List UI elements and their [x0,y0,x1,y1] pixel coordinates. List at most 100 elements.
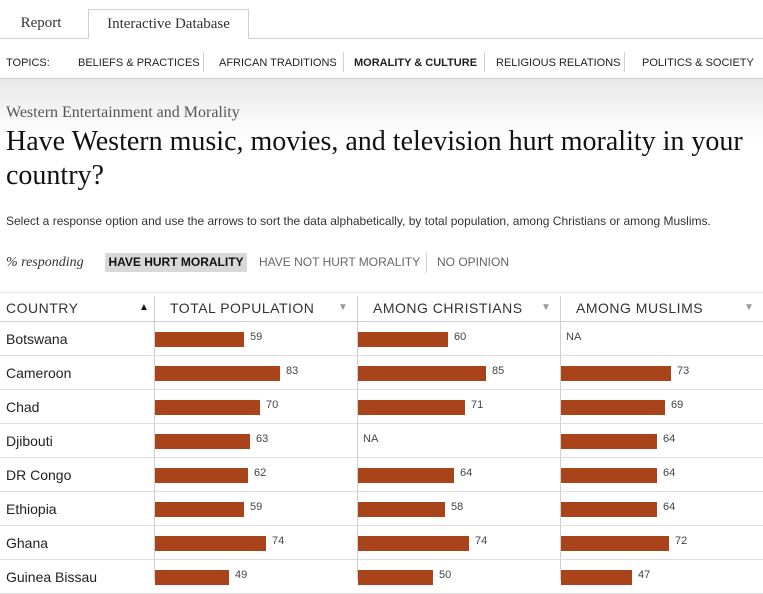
table-header-border [0,321,763,322]
option-have-not-hurt-morality[interactable]: HAVE NOT HURT MORALITY [259,255,421,269]
country-name: DR Congo [6,467,72,483]
topic-beliefs-practices[interactable]: BELIEFS & PRACTICES [78,57,200,69]
row-divider [0,525,763,526]
christians-value: 71 [471,399,484,411]
country-name: Botswana [6,331,68,347]
total-population-value: 49 [235,569,248,581]
table-row: Guinea Bissau 49 50 47 [0,560,763,594]
christians-value: 85 [492,365,505,377]
table-row: Chad 70 71 69 [0,390,763,424]
topics-bar: TOPICS: BELIEFS & PRACTICES AFRICAN TRAD… [0,48,763,79]
total-population-value: 63 [256,433,269,445]
topic-divider [484,52,485,72]
muslims-value: 64 [663,433,676,445]
muslims-value: 72 [675,535,688,547]
total-population-bar [155,468,248,483]
total-population-value: 62 [254,467,267,479]
column-header-country[interactable]: COUNTRY [6,300,79,316]
muslims-bar [561,502,657,517]
header-background [0,79,763,139]
table-row: DR Congo 62 64 64 [0,458,763,492]
total-population-value: 83 [286,365,299,377]
table-row: Cameroon 83 85 73 [0,356,763,390]
na-value: NA [363,433,379,445]
sort-arrow-down-icon[interactable]: ▼ [541,302,551,313]
christians-bar [358,400,465,415]
responding-label: % responding [6,255,84,270]
country-name: Guinea Bissau [6,569,98,585]
column-divider [357,296,358,580]
tab-report[interactable]: Report [20,15,62,31]
topics-label: TOPICS: [6,57,50,69]
total-population-bar [155,570,229,585]
topic-divider [624,52,625,72]
christians-value: 74 [475,535,488,547]
table-row: Ethiopia 59 58 64 [0,492,763,526]
muslims-value: 64 [663,467,676,479]
muslims-bar [561,434,657,449]
christians-value: 60 [454,331,467,343]
option-have-hurt-morality[interactable]: HAVE HURT MORALITY [105,253,247,272]
muslims-bar [561,570,632,585]
total-population-bar [155,400,260,415]
sort-arrow-down-icon[interactable]: ▼ [338,302,348,313]
table-row: Ghana 74 74 72 [0,526,763,560]
country-name: Chad [6,399,40,415]
table-row: Djibouti 63 NA 64 [0,424,763,458]
column-header-total-population[interactable]: TOTAL POPULATION [170,300,315,316]
topic-divider [343,52,344,72]
topic-politics-society[interactable]: POLITICS & SOCIETY [642,57,754,69]
sort-arrow-down-icon[interactable]: ▼ [744,302,754,313]
total-population-bar [155,366,280,381]
row-divider [0,491,763,492]
christians-bar [358,502,445,517]
column-header-among-christians[interactable]: AMONG CHRISTIANS [373,300,523,316]
muslims-value: 64 [663,501,676,513]
country-name: Ghana [6,535,49,551]
christians-bar [358,366,486,381]
topic-religious-relations[interactable]: RELIGIOUS RELATIONS [496,57,621,69]
tab-interactive-database[interactable]: Interactive Database [88,9,249,39]
christians-bar [358,468,454,483]
country-name: Cameroon [6,365,72,381]
christians-bar [358,332,448,347]
table-top-border [0,292,763,293]
option-no-opinion[interactable]: NO OPINION [437,255,510,269]
total-population-value: 59 [250,331,263,343]
row-divider [0,423,763,424]
total-population-value: 59 [250,501,263,513]
column-header-among-muslims[interactable]: AMONG MUSLIMS [576,300,704,316]
total-population-value: 70 [266,399,279,411]
muslims-bar [561,468,657,483]
row-divider [0,559,763,560]
muslims-value: 69 [671,399,684,411]
christians-value: 58 [451,501,464,513]
row-divider [0,389,763,390]
page-title: Have Western music, movies, and televisi… [6,126,743,191]
row-divider [0,457,763,458]
option-divider [426,253,427,273]
total-population-bar [155,434,250,449]
muslims-bar [561,536,669,551]
row-divider [0,355,763,356]
topic-morality-culture[interactable]: MORALITY & CULTURE [354,57,478,69]
total-population-bar [155,502,244,517]
na-value: NA [566,331,582,343]
sort-arrow-up-icon[interactable]: ▲ [139,302,149,313]
total-population-value: 74 [272,535,285,547]
topic-african-traditions[interactable]: AFRICAN TRADITIONS [219,57,337,69]
christians-bar [358,570,433,585]
topic-divider [203,52,204,72]
muslims-value: 73 [677,365,690,377]
country-name: Ethiopia [6,501,57,517]
muslims-bar [561,366,671,381]
total-population-bar [155,332,244,347]
muslims-value: 47 [638,569,651,581]
christians-value: 50 [439,569,452,581]
table-row: Botswana 59 60 NA [0,322,763,356]
country-name: Djibouti [6,433,53,449]
section-title: Western Entertainment and Morality [6,104,240,121]
instructions-text: Select a response option and use the arr… [6,214,711,228]
total-population-bar [155,536,266,551]
column-divider [560,296,561,580]
